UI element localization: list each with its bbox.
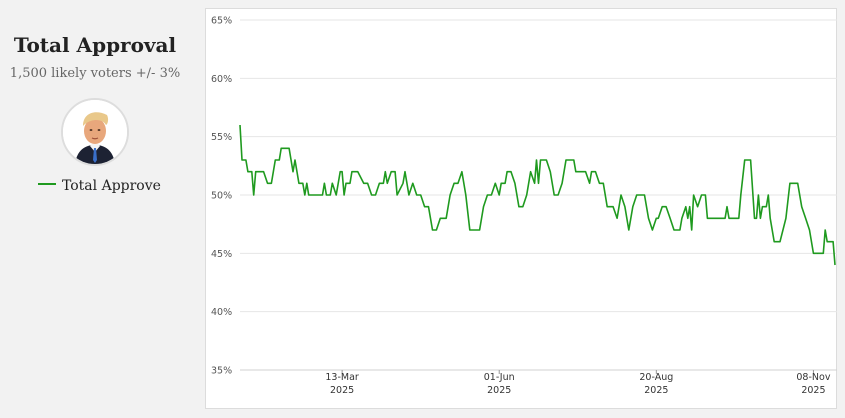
x-tick-year-label: 2025: [644, 385, 668, 396]
series-group: [239, 124, 836, 266]
chart-title: Total Approval: [13, 33, 177, 57]
y-tick-label: 35%: [211, 366, 232, 377]
y-tick-label: 65%: [211, 16, 232, 27]
y-tick-label: 45%: [211, 249, 232, 260]
series-line-total-approve: [239, 124, 836, 266]
x-tick-label: 01-Jun: [484, 372, 515, 383]
x-tick-year-label: 2025: [801, 385, 825, 396]
gridlines: [240, 19, 837, 371]
x-tick-year-label: 2025: [330, 385, 354, 396]
person-portrait-icon: [61, 98, 129, 166]
line-chart: 35% 40% 45% 50% 55% 60% 65% 13-Mar 2025 01-Jun 20…: [211, 16, 837, 396]
sidebar: Total Approval 1,500 likely voters +/- 3…: [0, 0, 190, 418]
chart-subtitle: 1,500 likely voters +/- 3%: [9, 66, 181, 81]
x-tick-label: 20-Aug: [639, 372, 673, 383]
x-tick-label: 13-Mar: [325, 372, 359, 383]
y-axis-ticks: 35% 40% 45% 50% 55% 60% 65%: [211, 16, 232, 377]
y-tick-label: 50%: [211, 191, 232, 202]
legend-line-swatch: [38, 183, 56, 185]
chart-panel: 35% 40% 45% 50% 55% 60% 65% 13-Mar 2025 01-Jun 20…: [205, 8, 837, 409]
x-tick-label: 08-Nov: [796, 372, 830, 383]
legend-label: Total Approve: [62, 178, 161, 194]
y-tick-label: 55%: [211, 132, 232, 143]
x-axis-ticks: 13-Mar 2025 01-Jun 2025 20-Aug 2025 08-Nov 2025: [325, 370, 831, 396]
y-tick-label: 60%: [211, 74, 232, 85]
y-tick-label: 40%: [211, 307, 232, 318]
x-tick-year-label: 2025: [487, 385, 511, 396]
legend-item: Total Approve: [38, 178, 161, 194]
